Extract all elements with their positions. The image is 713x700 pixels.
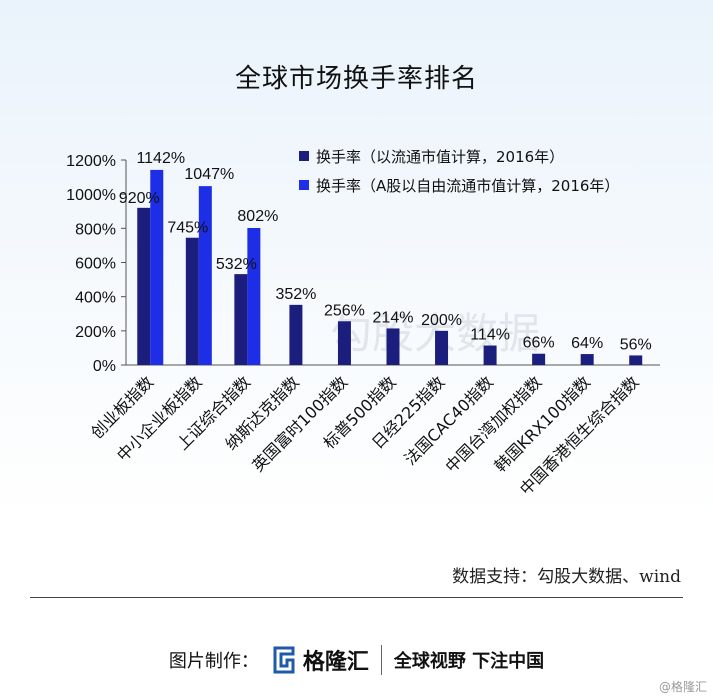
category-label: 中小企业板指数: [113, 372, 206, 465]
y-tick-label: 1200%: [66, 153, 116, 170]
data-label: 200%: [421, 312, 462, 329]
bars: [137, 169, 643, 365]
data-label: 920%: [119, 190, 160, 207]
divider: [30, 597, 683, 598]
legend-label-dark: 换手率（以流通市值计算，2016年）: [316, 148, 564, 166]
bar-dark: [580, 354, 594, 365]
brand-logo-icon: [273, 646, 295, 674]
bar-dark: [532, 353, 546, 365]
bar-dark: [483, 345, 497, 365]
legend-label-bright: 换手率（A股以自由流通市值计算，2016年）: [316, 177, 619, 195]
data-label: 214%: [373, 309, 414, 326]
legend-swatch-dark: [299, 151, 309, 161]
data-label: 256%: [324, 302, 365, 319]
footer-prefix: 图片制作：: [168, 651, 259, 672]
y-tick-label: 800%: [75, 221, 116, 238]
chart-title: 全球市场换手率排名: [234, 64, 478, 94]
legend-swatch-bright: [299, 180, 309, 190]
bar-dark: [337, 321, 351, 365]
bar-dark: [629, 355, 643, 365]
y-tick-label: 0%: [93, 358, 116, 375]
bar-dark: [289, 304, 303, 365]
bar-bright: [198, 186, 212, 365]
brand-name: 格隆汇: [302, 650, 369, 675]
bar-dark: [386, 328, 400, 365]
corner-watermark: @格隆汇: [658, 680, 707, 694]
y-axis: 0% 200% 400% 600% 800% 1000% 1200%: [66, 153, 660, 375]
bar-chart: 勾股大数据 0% 200% 400% 600% 800% 1000% 1200% 920% 7…: [66, 148, 660, 499]
bar-dark: [435, 330, 449, 365]
data-labels: 920% 745% 532% 352% 256% 214% 200% 114% 66% 64% 56…: [119, 150, 652, 354]
data-source: 数据支持：勾股大数据、wind: [452, 567, 681, 587]
footer-slogan: 全球视野 下注中国: [393, 651, 545, 672]
brand-logo: 格隆汇: [271, 644, 369, 676]
data-label: 64%: [571, 335, 603, 352]
background-watermark: 勾股大数据: [330, 309, 540, 358]
data-label: 56%: [620, 336, 652, 353]
bar-dark: [185, 237, 199, 365]
footer-separator: [380, 645, 382, 675]
bar-dark: [234, 274, 248, 365]
bar-bright: [247, 227, 261, 365]
bar-bright: [150, 169, 164, 365]
y-tick-label: 200%: [75, 324, 116, 341]
y-tick-label: 400%: [75, 290, 116, 307]
footer: 图片制作： 格隆汇 全球视野 下注中国: [0, 638, 713, 682]
data-label: 802%: [237, 208, 278, 225]
y-tick-label: 1000%: [66, 187, 116, 204]
data-label: 352%: [275, 286, 316, 303]
data-label: 1142%: [136, 150, 185, 167]
bar-dark: [137, 207, 151, 365]
data-label: 1047%: [184, 166, 234, 183]
data-label: 114%: [470, 327, 510, 344]
category-labels: 创业板指数中小企业板指数上证综合指数纳斯达克指数英国富时100指数标普500指数…: [87, 372, 642, 499]
data-label: 532%: [216, 256, 257, 273]
y-tick-label: 600%: [75, 256, 116, 273]
data-label: 745%: [167, 220, 208, 237]
legend: 换手率（以流通市值计算，2016年） 换手率（A股以自由流通市值计算，2016年…: [299, 148, 619, 195]
data-label: 66%: [523, 335, 555, 352]
